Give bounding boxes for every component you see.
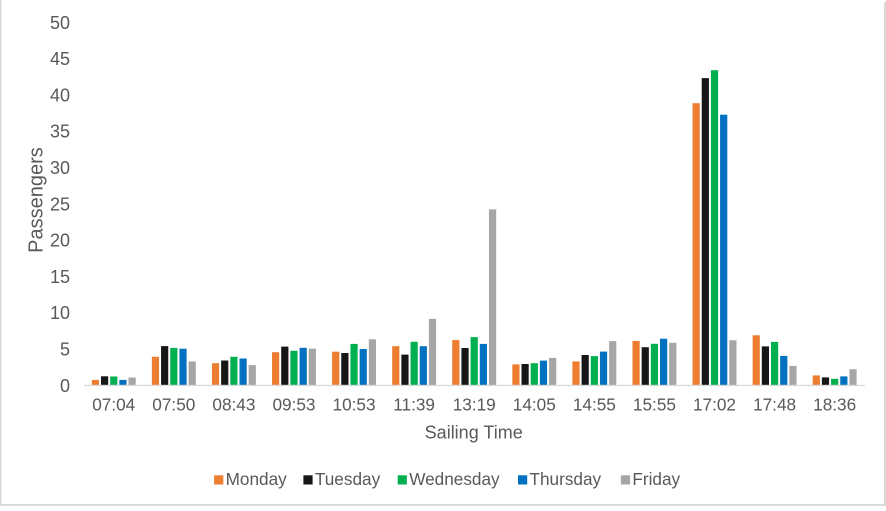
- svg-text:50: 50: [50, 13, 70, 33]
- svg-text:Tuesday: Tuesday: [315, 469, 381, 489]
- svg-text:07:04: 07:04: [92, 395, 135, 415]
- svg-text:Passengers: Passengers: [25, 147, 47, 253]
- svg-text:14:55: 14:55: [573, 395, 616, 415]
- svg-text:11:39: 11:39: [393, 395, 435, 415]
- svg-text:14:05: 14:05: [513, 395, 556, 415]
- svg-text:45: 45: [50, 49, 70, 69]
- svg-text:40: 40: [50, 85, 70, 105]
- svg-text:17:02: 17:02: [693, 395, 736, 415]
- svg-text:Wednesday: Wednesday: [409, 469, 500, 489]
- svg-text:5: 5: [60, 340, 70, 360]
- svg-text:Monday: Monday: [226, 469, 288, 489]
- svg-text:Sailing Time: Sailing Time: [425, 422, 523, 442]
- svg-text:35: 35: [50, 122, 70, 142]
- svg-text:08:43: 08:43: [212, 395, 255, 415]
- svg-text:10:53: 10:53: [333, 395, 376, 415]
- svg-text:20: 20: [50, 231, 70, 251]
- svg-text:Friday: Friday: [632, 469, 680, 489]
- svg-text:13:19: 13:19: [453, 395, 496, 415]
- svg-text:25: 25: [50, 194, 70, 214]
- svg-text:18:36: 18:36: [813, 395, 856, 415]
- svg-text:Thursday: Thursday: [530, 469, 602, 489]
- svg-text:17:48: 17:48: [753, 395, 796, 415]
- svg-text:15: 15: [50, 267, 70, 287]
- svg-text:15:55: 15:55: [633, 395, 676, 415]
- svg-text:07:50: 07:50: [152, 395, 195, 415]
- svg-text:10: 10: [50, 303, 70, 323]
- svg-text:09:53: 09:53: [272, 395, 315, 415]
- svg-text:0: 0: [60, 376, 70, 396]
- svg-text:30: 30: [50, 158, 70, 178]
